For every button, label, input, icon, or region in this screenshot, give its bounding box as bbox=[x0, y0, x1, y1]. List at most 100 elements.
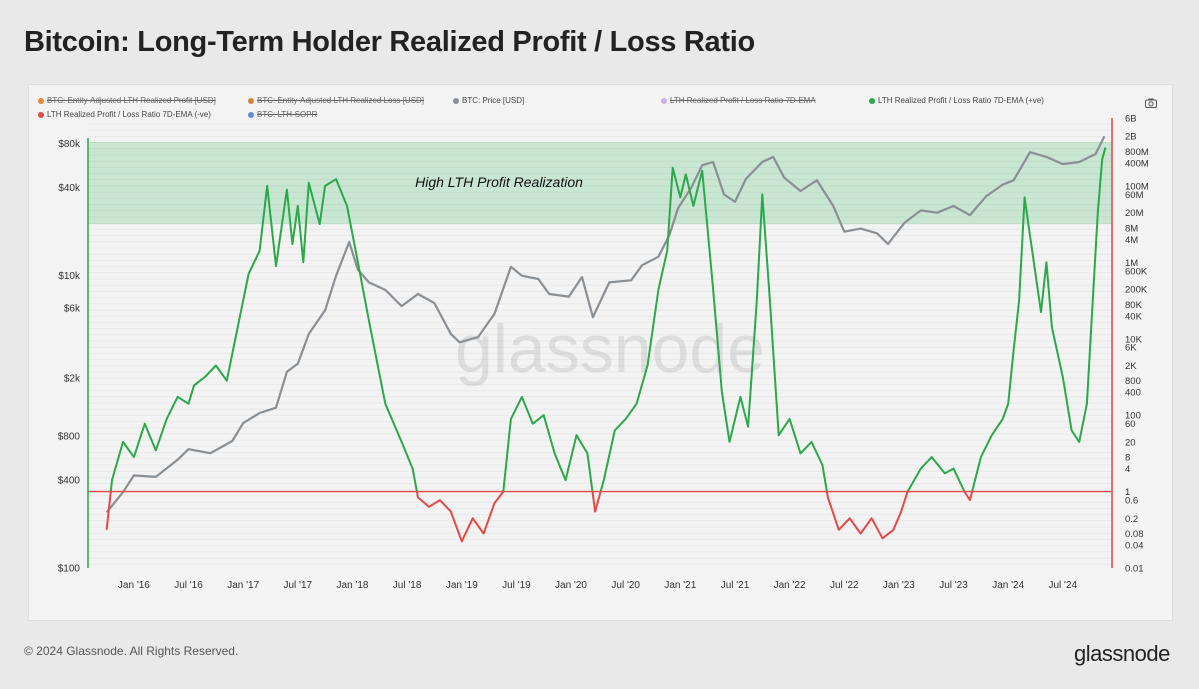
legend-item-ratio-7d-ema[interactable]: LTH Realized Profit / Loss Ratio 7D-EMA bbox=[661, 96, 816, 105]
legend-label: BTC: Entity-Adjusted LTH Realized Profit… bbox=[47, 96, 216, 105]
right-tick-label: 60 bbox=[1125, 419, 1136, 430]
x-tick-label: Jul '16 bbox=[174, 580, 203, 591]
right-tick-label: 600K bbox=[1125, 266, 1148, 277]
right-tick-label: 8M bbox=[1125, 223, 1138, 234]
x-tick-label: Jan '21 bbox=[664, 580, 696, 591]
legend-label: BTC: LTH-SOPR bbox=[257, 110, 318, 119]
legend-dot-icon bbox=[453, 97, 459, 104]
legend-label: LTH Realized Profit / Loss Ratio 7D-EMA bbox=[670, 96, 816, 105]
legend-item-lth-realized-loss[interactable]: BTC: Entity-Adjusted LTH Realized Loss [… bbox=[248, 96, 424, 105]
x-tick-label: Jan '17 bbox=[227, 580, 259, 591]
right-tick-label: 800 bbox=[1125, 376, 1141, 387]
right-tick-label: 8 bbox=[1125, 453, 1130, 464]
legend-item-ratio-positive[interactable]: LTH Realized Profit / Loss Ratio 7D-EMA … bbox=[869, 96, 1044, 105]
right-tick-label: 4 bbox=[1125, 464, 1130, 475]
legend-dot-icon bbox=[869, 97, 875, 104]
right-tick-label: 40K bbox=[1125, 311, 1143, 322]
legend-label: LTH Realized Profit / Loss Ratio 7D-EMA … bbox=[878, 96, 1044, 105]
right-tick-label: 20M bbox=[1125, 208, 1144, 219]
x-tick-label: Jan '22 bbox=[774, 580, 806, 591]
watermark: glassnode bbox=[455, 311, 765, 387]
right-tick-label: 60M bbox=[1125, 190, 1144, 201]
x-tick-label: Jan '20 bbox=[555, 580, 587, 591]
x-tick-label: Jul '20 bbox=[611, 580, 640, 591]
band-annotation: High LTH Profit Realization bbox=[415, 174, 583, 190]
right-tick-label: 10K bbox=[1125, 334, 1143, 345]
left-axis-ticks: $100 $400 $800 $2k $6k $10k $40k $80k bbox=[58, 139, 81, 574]
legend-item-ratio-negative[interactable]: LTH Realized Profit / Loss Ratio 7D-EMA … bbox=[38, 110, 211, 119]
camera-icon[interactable] bbox=[1145, 98, 1157, 108]
x-tick-label: Jan '23 bbox=[883, 580, 915, 591]
ratio-negative-segment bbox=[591, 491, 602, 513]
right-tick-label: 0.04 bbox=[1125, 541, 1144, 552]
left-tick-label: $40k bbox=[58, 183, 81, 194]
right-tick-label: 400 bbox=[1125, 388, 1141, 399]
right-tick-label: 400M bbox=[1125, 158, 1149, 169]
brand-logo: glassnode bbox=[1074, 641, 1170, 666]
x-tick-label: Jan '18 bbox=[337, 580, 369, 591]
ratio-positive-segment bbox=[599, 166, 828, 492]
legend-dot-icon bbox=[661, 97, 667, 104]
left-tick-label: $2k bbox=[64, 373, 81, 384]
x-tick-label: Jul '19 bbox=[502, 580, 531, 591]
right-tick-label: 0.6 bbox=[1125, 496, 1138, 507]
right-tick-label: 0.2 bbox=[1125, 514, 1138, 525]
right-tick-label: 80K bbox=[1125, 300, 1143, 311]
legend-dot-icon bbox=[38, 111, 44, 118]
left-tick-label: $100 bbox=[58, 564, 81, 575]
price-line bbox=[105, 135, 1106, 514]
ratio-negative-segment bbox=[415, 490, 505, 543]
x-tick-label: Jan '24 bbox=[992, 580, 1024, 591]
right-tick-label: 1M bbox=[1125, 258, 1138, 269]
x-tick-label: Jul '23 bbox=[939, 580, 968, 591]
x-tick-label: Jul '22 bbox=[830, 580, 859, 591]
ratio-positive-segment bbox=[109, 178, 418, 492]
right-tick-label: 1 bbox=[1125, 487, 1130, 498]
right-tick-label: 2K bbox=[1125, 361, 1137, 372]
left-tick-label: $10k bbox=[58, 271, 81, 282]
right-tick-label: 200K bbox=[1125, 285, 1148, 296]
x-axis-ticks: Jan '16 Jul '16 Jan '17 Jul '17 Jan '18 Jul '… bbox=[118, 580, 1078, 591]
legend-dot-icon bbox=[248, 97, 254, 104]
left-tick-label: $80k bbox=[58, 139, 81, 150]
right-tick-label: 100M bbox=[1125, 181, 1149, 192]
ratio-positive-segment bbox=[971, 147, 1107, 492]
legend-label: BTC: Entity-Adjusted LTH Realized Loss [… bbox=[257, 96, 425, 105]
legend-item-lth-sopr[interactable]: BTC: LTH-SOPR bbox=[248, 110, 317, 119]
x-tick-label: Jul '24 bbox=[1049, 580, 1078, 591]
right-tick-label: 6B bbox=[1125, 114, 1137, 125]
x-tick-label: Jan '19 bbox=[446, 580, 478, 591]
gridlines bbox=[88, 123, 1112, 565]
right-tick-label: 0.01 bbox=[1125, 564, 1144, 575]
right-tick-label: 4M bbox=[1125, 235, 1138, 246]
page-title: Bitcoin: Long-Term Holder Realized Profi… bbox=[24, 26, 755, 58]
x-tick-label: Jul '21 bbox=[721, 580, 750, 591]
right-axis-ticks: 0.010.040.080.20.614820601004008002K6K10… bbox=[1125, 114, 1149, 575]
x-tick-label: Jul '17 bbox=[284, 580, 313, 591]
x-tick-label: Jul '18 bbox=[393, 580, 422, 591]
right-tick-label: 6K bbox=[1125, 343, 1137, 354]
ratio-negative-segment bbox=[963, 491, 974, 502]
copyright-footer: © 2024 Glassnode. All Rights Reserved. bbox=[24, 644, 239, 658]
right-tick-label: 2B bbox=[1125, 132, 1137, 143]
high-profit-band bbox=[88, 142, 1112, 225]
legend-label: BTC: Price [USD] bbox=[462, 96, 525, 105]
left-tick-label: $6k bbox=[64, 304, 81, 315]
legend-dot-icon bbox=[248, 111, 254, 118]
right-tick-label: 20 bbox=[1125, 437, 1136, 448]
x-tick-label: Jan '16 bbox=[118, 580, 150, 591]
right-tick-label: 800M bbox=[1125, 147, 1149, 158]
left-tick-label: $400 bbox=[58, 476, 81, 487]
legend-item-btc-price[interactable]: BTC: Price [USD] bbox=[453, 96, 524, 105]
legend-item-lth-realized-profit[interactable]: BTC: Entity-Adjusted LTH Realized Profit… bbox=[38, 96, 216, 105]
ratio-series bbox=[105, 147, 1107, 543]
ratio-positive-segment bbox=[502, 395, 594, 492]
price-series bbox=[105, 135, 1106, 514]
legend-dot-icon bbox=[38, 97, 44, 104]
legend-label: LTH Realized Profit / Loss Ratio 7D-EMA … bbox=[47, 110, 211, 119]
ratio-negative-segment bbox=[825, 491, 909, 540]
left-tick-label: $800 bbox=[58, 432, 81, 443]
ratio-negative-segment bbox=[105, 491, 112, 530]
right-tick-label: 0.08 bbox=[1125, 529, 1144, 540]
